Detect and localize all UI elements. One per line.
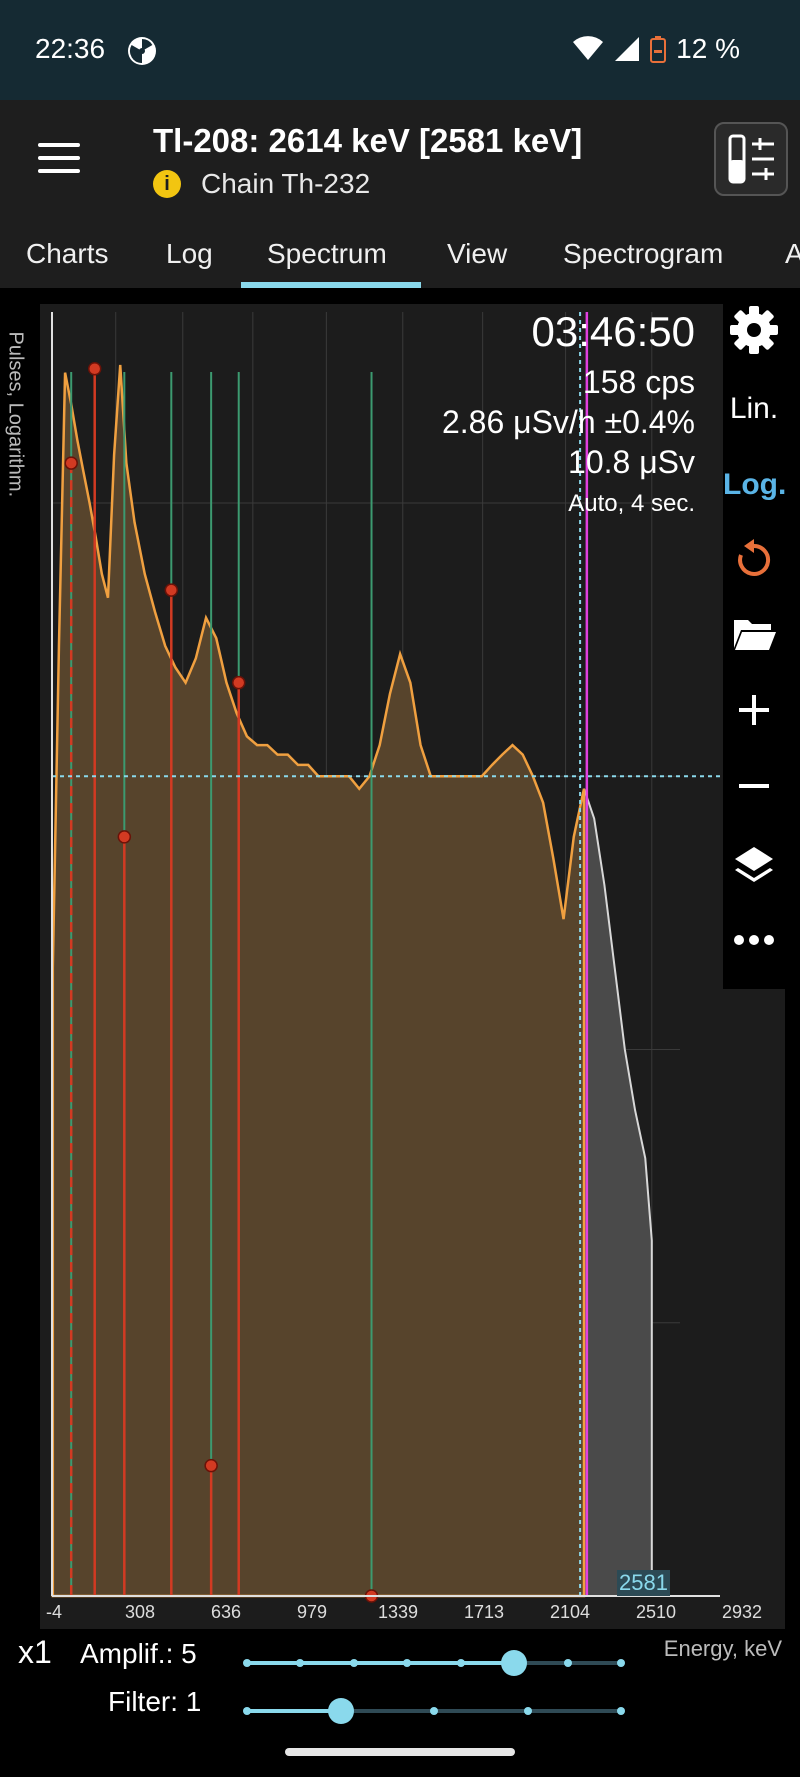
more-button[interactable] <box>723 924 785 958</box>
elapsed-time: 03:46:50 <box>531 308 696 355</box>
amplif-slider-step-dot <box>456 1659 465 1667</box>
isotope-marker <box>204 1458 218 1473</box>
tab-more[interactable]: A <box>785 238 800 269</box>
amplif-slider-fill <box>247 1661 515 1665</box>
plus-icon <box>739 695 769 725</box>
layers-icon <box>735 847 773 882</box>
filter-label: Filter: 1 <box>108 1686 202 1717</box>
menu-icon[interactable] <box>38 143 80 173</box>
filter-slider-step-dot <box>617 1707 625 1715</box>
multiplier-button[interactable]: x1 <box>18 1634 52 1670</box>
signal-icon <box>615 37 640 61</box>
filter-slider-fill <box>247 1709 341 1713</box>
amplif-slider[interactable] <box>243 1648 625 1678</box>
active-tab-indicator <box>241 282 421 288</box>
status-bar: 22:36 12 % <box>0 0 800 100</box>
count-rate: 158 cps <box>582 364 695 400</box>
amplif-slider-step-dot <box>403 1659 412 1667</box>
isotope-marker <box>231 675 246 690</box>
x-tick: 636 <box>210 1602 242 1622</box>
sliders-tool-button[interactable] <box>714 122 788 196</box>
more-icon <box>734 935 774 945</box>
sliders-tool-icon <box>728 134 774 184</box>
folder-icon <box>734 620 776 650</box>
open-file-button[interactable] <box>723 614 785 662</box>
tab-spectrum[interactable]: Spectrum <box>267 238 387 269</box>
amplif-slider-step-dot <box>349 1659 358 1667</box>
minus-icon <box>739 784 769 788</box>
battery-icon <box>650 36 667 63</box>
log-scale-button[interactable]: Log. <box>723 468 787 501</box>
gear-icon <box>730 306 778 354</box>
info-icon[interactable]: i <box>153 170 181 198</box>
subtitle: i Chain Th-232 <box>153 168 370 200</box>
page-title: Tl-208: 2614 keV [2581 keV] <box>153 122 583 159</box>
settings-button[interactable] <box>723 304 785 364</box>
tab-spectrogram[interactable]: Spectrogram <box>563 238 724 269</box>
isotope-marker <box>64 456 78 470</box>
refresh-icon <box>738 539 771 576</box>
amplif-slider-thumb[interactable] <box>501 1650 528 1676</box>
filter-slider[interactable] <box>243 1696 625 1726</box>
reset-button[interactable] <box>723 538 785 590</box>
filter-slider-thumb[interactable] <box>327 1698 354 1724</box>
amplif-slider-step-dot <box>617 1659 625 1667</box>
filter-slider-step-dot <box>430 1707 438 1715</box>
x-axis-label: Energy, keV <box>663 1636 782 1661</box>
x-tick: 308 <box>124 1602 156 1622</box>
tab-charts[interactable]: Charts <box>26 238 109 269</box>
isotope-marker <box>117 830 132 844</box>
status-time: 22:36 <box>35 33 106 64</box>
filter-slider-step-dot <box>243 1707 251 1715</box>
x-tick: -4 <box>45 1602 63 1622</box>
tab-log[interactable]: Log <box>166 238 213 269</box>
side-panel: Lin. Log. <box>723 304 787 989</box>
spectrum-tail-area <box>582 788 653 1597</box>
app-bar <box>0 100 800 218</box>
home-indicator[interactable] <box>285 1748 515 1756</box>
battery-percent: 12 % <box>676 33 740 64</box>
lin-scale-button[interactable]: Lin. <box>729 392 779 425</box>
x-tick: 2932 <box>721 1602 763 1622</box>
zoom-in-button[interactable] <box>723 690 785 738</box>
radiation-icon <box>128 37 156 65</box>
wifi-icon <box>573 36 604 60</box>
tab-bar: Charts Log Spectrum View Spectrogram A <box>0 218 800 288</box>
spectrum-plot[interactable] <box>40 304 785 1629</box>
x-tick: 2510 <box>635 1602 677 1622</box>
x-tick: 979 <box>296 1602 328 1622</box>
accumulated-dose: 10.8 μSv <box>568 444 695 480</box>
amplif-slider-step-dot <box>243 1659 251 1667</box>
filter-slider-step-dot <box>523 1707 532 1715</box>
x-tick: 2104 <box>549 1602 591 1622</box>
subtitle-text: Chain Th-232 <box>201 168 371 199</box>
dose-rate: 2.86 μSv/h ±0.4% <box>441 404 695 440</box>
x-tick: 1713 <box>463 1602 505 1622</box>
amplif-slider-step-dot <box>296 1659 305 1667</box>
measurement-mode: Auto, 4 sec. <box>568 490 695 517</box>
isotope-marker <box>164 583 179 597</box>
tab-view[interactable]: View <box>447 238 508 269</box>
spectrum-chart[interactable]: 03:46:50 158 cps 2.86 μSv/h ±0.4% 10.8 μ… <box>40 304 785 1629</box>
layers-button[interactable] <box>723 844 785 896</box>
amplif-slider-step-dot <box>563 1659 572 1667</box>
amplif-label: Amplif.: 5 <box>80 1638 197 1669</box>
cursor-energy-label: 2581 <box>617 1570 670 1596</box>
isotope-marker <box>87 361 102 376</box>
x-tick: 1339 <box>377 1602 419 1622</box>
zoom-out-button[interactable] <box>723 766 785 814</box>
y-axis-label: Pulses, Logarithm. <box>4 331 27 498</box>
spectrum-area <box>51 364 586 1598</box>
